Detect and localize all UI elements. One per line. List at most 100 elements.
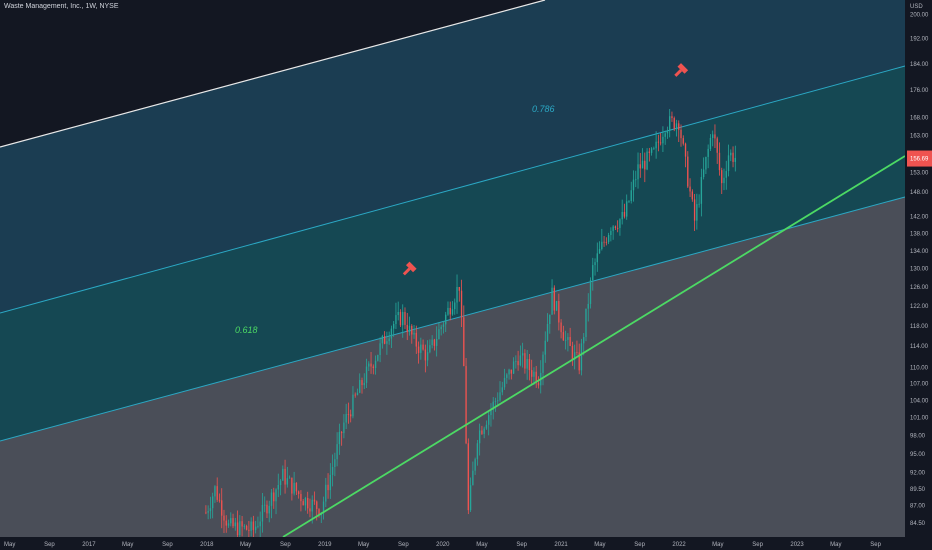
candle-body: [447, 307, 449, 315]
candle-body: [381, 336, 384, 344]
candle-body: [277, 484, 279, 490]
price-tick-label: 114.00: [910, 344, 929, 350]
candle-body: [406, 324, 408, 333]
candle-body: [666, 130, 669, 134]
price-tick-label: 92.00: [910, 471, 926, 477]
price-tick-label: 104.00: [910, 398, 929, 404]
candle-body: [460, 290, 463, 318]
candle-body: [440, 326, 442, 330]
candle-body: [340, 431, 343, 434]
price-tick-label: 110.00: [910, 365, 929, 371]
candle-body: [467, 443, 470, 511]
candle-body: [336, 444, 338, 460]
candle-body: [225, 520, 227, 526]
time-tick-label: May: [830, 542, 841, 548]
candle-body: [426, 352, 429, 361]
fib-label-0786: 0.786: [532, 104, 555, 114]
candle-body: [727, 155, 730, 171]
candle-body: [261, 504, 264, 522]
candle-body: [374, 360, 377, 369]
candle-body: [492, 401, 494, 410]
candle-body: [377, 354, 379, 361]
time-tick-label: Sep: [634, 542, 645, 548]
candle-body: [417, 346, 420, 353]
trend-line[interactable]: [282, 155, 906, 538]
candle-body: [662, 136, 664, 144]
candle-body: [415, 332, 417, 347]
candle-body: [702, 169, 705, 178]
hammer-icon: [402, 261, 417, 276]
time-tick-label: 2018: [200, 542, 214, 548]
candle-body: [275, 489, 277, 502]
candle-body: [650, 148, 653, 153]
candle-body: [329, 474, 332, 491]
time-tick-label: May: [712, 542, 723, 548]
candle-body: [693, 199, 696, 221]
candle-body: [707, 148, 709, 157]
candle-body: [347, 414, 350, 415]
price-tick-label: 107.00: [910, 382, 929, 388]
channel-top-line: [0, 0, 546, 148]
candle-body: [311, 499, 313, 512]
price-tick-label: 87.00: [910, 504, 926, 510]
candle-body: [616, 227, 619, 229]
candle-body: [481, 430, 483, 434]
candle-body: [490, 409, 492, 416]
candle-body: [236, 522, 239, 536]
candle-body: [465, 366, 467, 444]
candle-body: [327, 484, 329, 491]
candle-body: [551, 287, 553, 315]
candle-body: [598, 249, 601, 254]
candle-body: [483, 428, 485, 434]
candle-body: [399, 312, 402, 326]
candle-body: [295, 482, 298, 492]
fib-line-0618: [0, 196, 906, 442]
candle-body: [243, 525, 246, 527]
price-tick-label: 200.00: [910, 13, 929, 19]
candle-body: [388, 338, 390, 342]
price-tick-label: 84.50: [910, 521, 926, 527]
time-tick-label: Sep: [398, 542, 409, 548]
candle-body: [592, 265, 594, 281]
candle-body: [411, 325, 413, 335]
candle-body: [508, 369, 510, 375]
candle-body: [218, 499, 221, 501]
fib-lines: [0, 0, 906, 442]
candle-body: [700, 177, 703, 204]
candle-body: [580, 343, 583, 371]
price-tick-label: 101.00: [910, 416, 929, 422]
candle-body: [232, 518, 234, 527]
candle-body: [392, 324, 395, 329]
candle-body: [435, 339, 438, 346]
candle-body: [682, 138, 684, 144]
candle-body: [657, 141, 660, 143]
candle-body: [714, 134, 716, 139]
time-tick-label: 2022: [672, 542, 686, 548]
candle-body: [363, 382, 365, 386]
candle-body: [469, 485, 472, 511]
candle-body: [350, 414, 352, 417]
time-tick-label: Sep: [280, 542, 291, 548]
candle-body: [223, 515, 225, 521]
candle-body: [497, 400, 499, 402]
candle-body: [730, 152, 732, 156]
candle-body: [705, 156, 707, 170]
candle-body: [583, 337, 585, 344]
price-axis[interactable]: USD 200.00 192.00 184.00 176.00 168.00 163.00 1…: [905, 0, 932, 550]
price-tick-label: 122.00: [910, 304, 929, 310]
candle-body: [515, 361, 517, 362]
candle-body: [546, 324, 549, 341]
time-axis[interactable]: May Sep 2017 May Sep 2018 May Sep 2019 May Sep 2020…: [0, 537, 932, 550]
time-tick-label: 2020: [436, 542, 450, 548]
candle-body: [696, 204, 698, 221]
candle-body: [630, 190, 632, 201]
candle-body: [264, 504, 266, 506]
candle-body: [673, 118, 675, 129]
candle-body: [632, 179, 635, 191]
price-tick-label: 98.00: [910, 433, 926, 439]
candle-body: [449, 307, 451, 315]
price-tick-label: 95.00: [910, 452, 926, 458]
candle-body: [712, 134, 714, 138]
candle-body: [503, 377, 506, 388]
